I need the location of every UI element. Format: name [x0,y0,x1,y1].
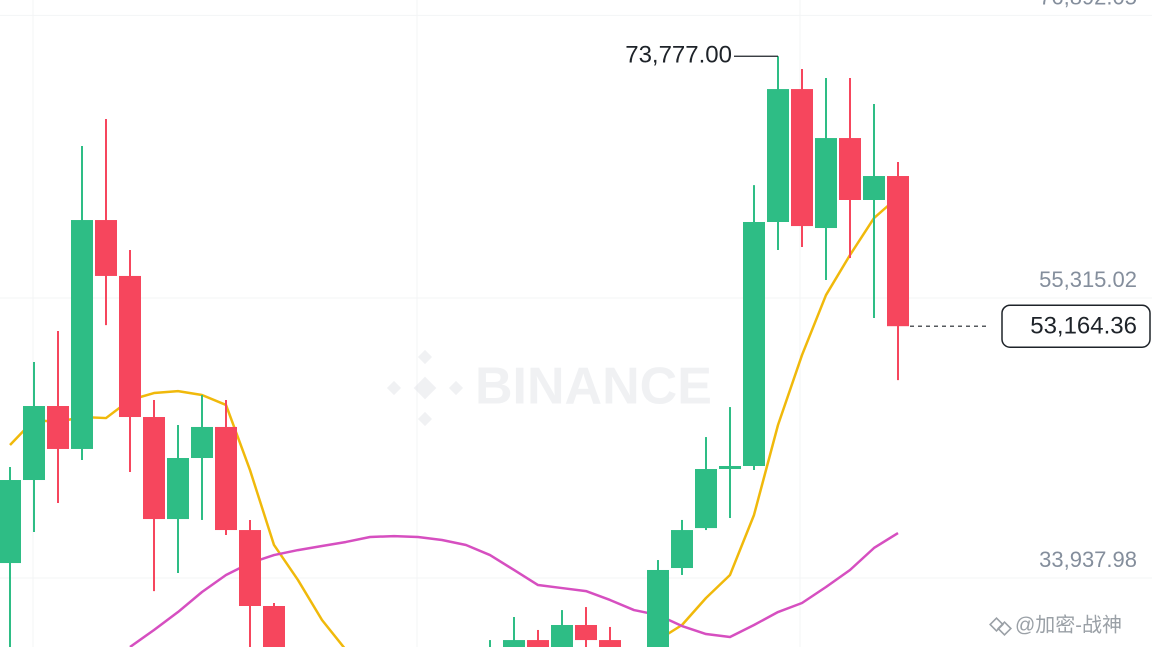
candle-body [791,89,813,227]
candle-body [575,624,597,641]
watermark-text: BINANCE [475,358,712,416]
candle-body [527,640,549,647]
candle-body [143,417,165,520]
candle-body [503,640,525,647]
watermark-logo [386,349,464,427]
candle-body [767,89,789,222]
candle-body [263,606,285,647]
credit: @加密-战神 [989,613,1122,636]
candle-body [647,569,669,647]
candle-body [239,530,261,607]
candle-body [0,480,21,564]
y-tick-label: 55,315.02 [1039,267,1137,292]
candle-body [215,426,237,531]
candle-body [839,138,861,200]
candle-body [863,176,885,200]
candle-body [167,458,189,520]
last-price-box [1001,304,1151,348]
watermark: BINANCE [386,349,712,427]
grid [0,14,1152,579]
candles [0,56,909,647]
candle-body [599,640,621,647]
candle-body [47,406,69,449]
last-price-label: 53,164.36 [1030,313,1137,340]
credit-icon [989,617,1012,636]
annotation-label: 73,777.00 [625,42,732,69]
candle-body [887,176,909,327]
candle-body [695,469,717,529]
candle-body [551,624,573,647]
candle-body [191,426,213,459]
candle-body [743,221,765,466]
candle-body [71,220,93,449]
candle-body [815,138,837,229]
labels: 76,892.05 55,315.02 33,937.98 73,777.00 53,1… [625,0,1151,572]
candle-body [119,275,141,418]
candle-body [671,530,693,569]
candle-body [719,465,741,470]
credit-text: @加密-战神 [1015,613,1122,636]
candle-body [23,406,45,481]
y-tick-label: 76,892.05 [1039,0,1137,9]
y-tick-label: 33,937.98 [1039,547,1137,572]
candle-body [95,220,117,276]
